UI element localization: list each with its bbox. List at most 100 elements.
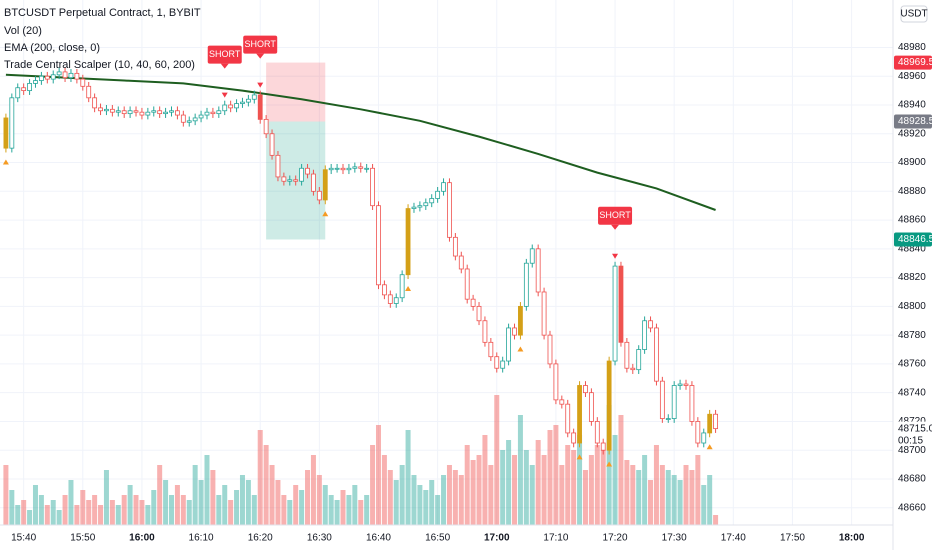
volume-bar (683, 465, 689, 525)
volume-bar (636, 470, 642, 525)
candle-body (683, 383, 689, 386)
volume-bar (115, 505, 121, 525)
candle-body (62, 71, 68, 79)
y-tick-label: 48840 (898, 243, 926, 254)
volume-bar (713, 515, 719, 525)
candle-body (186, 120, 192, 123)
volume-bar (435, 495, 441, 525)
volume-bar (180, 495, 186, 525)
candle-body (192, 117, 198, 122)
candle-body (665, 418, 671, 420)
volume-bar (612, 435, 618, 525)
volume-bar (316, 475, 322, 525)
target-price-tag-box (894, 232, 932, 247)
buy-signal (322, 211, 329, 217)
sell-signal (612, 253, 619, 259)
volume-bar (192, 465, 198, 525)
volume-bar (671, 475, 677, 525)
candle-body (458, 255, 464, 270)
volume-bar (44, 505, 50, 525)
candle-body (287, 179, 293, 182)
candle-body (127, 110, 133, 115)
volume-bar (553, 425, 559, 525)
annotation-box (598, 206, 633, 225)
x-tick-label: 15:40 (11, 533, 36, 544)
candle-body (707, 413, 713, 434)
x-tick-label: 17:10 (543, 533, 568, 544)
volume-bar (151, 490, 157, 525)
x-tick-label: 18:00 (839, 533, 865, 544)
volume-bar (494, 395, 500, 525)
candle-body (600, 442, 606, 451)
y-tick-label: 48900 (898, 157, 926, 168)
candle-body (417, 205, 423, 208)
volume-bar (3, 465, 9, 525)
volume-bar (417, 485, 423, 525)
candle-body (228, 104, 234, 109)
candle-body (452, 236, 458, 257)
candle-body (370, 167, 375, 207)
volume-bar (523, 450, 529, 525)
candle-body (594, 421, 600, 444)
currency-button[interactable] (900, 5, 928, 23)
y-tick-label: 48720 (898, 416, 926, 427)
indicator-label: Trade Central Scalper (10, 40, 60, 200) (4, 59, 195, 71)
y-tick-label: 48660 (898, 502, 926, 513)
volume-bar (488, 465, 494, 525)
volume-bar (630, 465, 636, 525)
volume-bar (145, 505, 151, 525)
volume-bar (452, 470, 458, 525)
candle-body (316, 190, 322, 201)
volume-bar (535, 440, 541, 525)
buy-signal (606, 461, 613, 467)
volume-bar (263, 445, 269, 525)
candle-body (464, 268, 470, 300)
x-tick-label: 17:50 (780, 533, 805, 544)
chart-title: BTCUSDT Perpetual Contract, 1, BYBIT (4, 7, 201, 19)
candle-body (358, 166, 364, 169)
volume-bar (269, 465, 275, 525)
candle-body (618, 265, 624, 343)
volume-bar (541, 455, 547, 525)
sell-signal (257, 82, 264, 88)
volume-bar (665, 470, 671, 525)
y-tick-label: 48920 (898, 128, 926, 139)
candle-body (435, 190, 441, 199)
countdown-label: 00:15 (898, 435, 923, 446)
candle-body (198, 114, 204, 119)
candle-body (175, 110, 180, 116)
volume-bar (423, 490, 429, 525)
volume-bar (21, 500, 27, 525)
y-tick-label: 48880 (898, 186, 926, 197)
candle-body (671, 385, 677, 419)
candle-body (145, 111, 151, 116)
stop-price-tag: 48969.5 (898, 57, 932, 68)
candle-body (251, 94, 257, 100)
volume-bar (701, 485, 707, 525)
candle-body (547, 334, 553, 365)
volume-bar (109, 500, 115, 525)
candle-body (689, 385, 695, 422)
volume-bar (506, 440, 512, 525)
volume-bar (50, 500, 56, 525)
candle-body (263, 118, 269, 135)
candle-body (364, 167, 370, 170)
volume-bar (600, 450, 606, 525)
candle-body (399, 274, 405, 299)
x-tick-label: 15:50 (70, 533, 95, 544)
volume-bar (133, 495, 139, 525)
volume-bar (98, 505, 104, 525)
volume-bar (565, 445, 571, 525)
last-price-tag: 48715.0 (898, 423, 932, 434)
currency-label[interactable]: USDT (900, 9, 927, 20)
candle-body (240, 101, 245, 104)
candle-body (311, 173, 316, 192)
buy-signal (576, 454, 583, 460)
volume-bar (287, 500, 293, 525)
y-tick-label: 48960 (898, 71, 926, 82)
candle-body (506, 327, 511, 362)
candle-body (352, 166, 358, 169)
candle-body (405, 208, 411, 276)
candle-body (74, 72, 80, 80)
